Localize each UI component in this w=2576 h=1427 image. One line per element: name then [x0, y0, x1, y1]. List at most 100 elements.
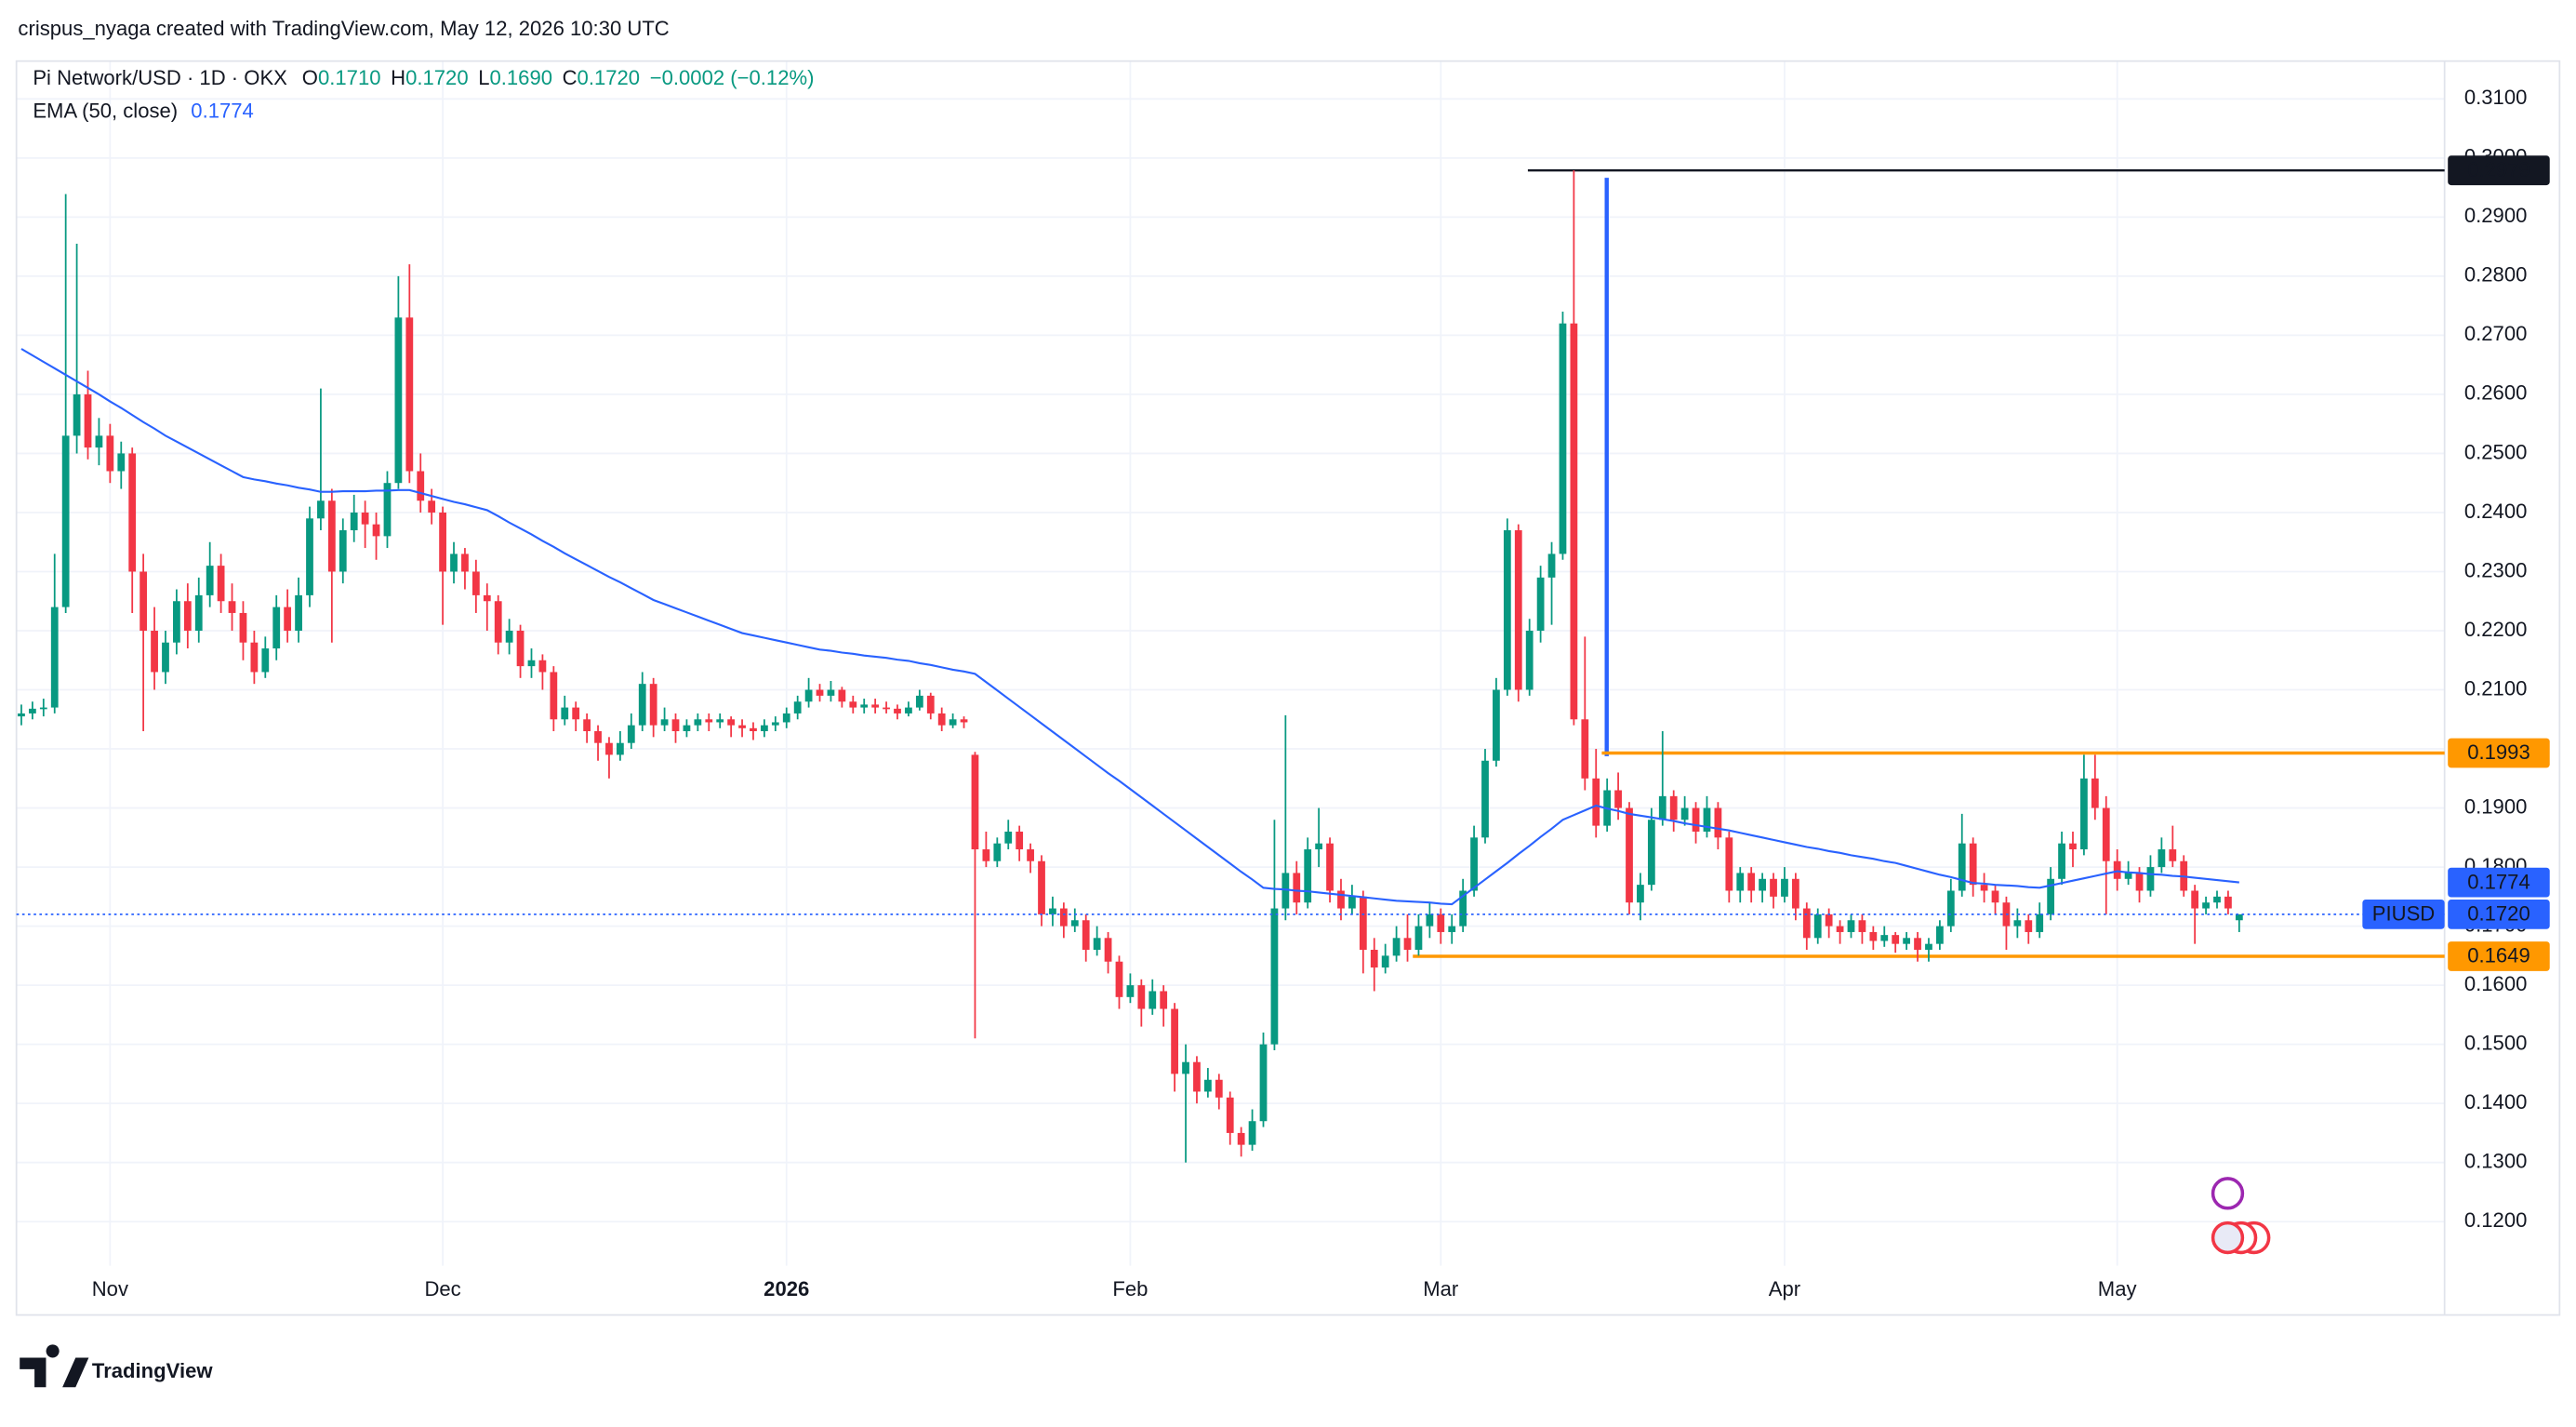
- candle-body: [572, 707, 580, 720]
- candle-body: [1093, 938, 1101, 951]
- candle-body: [439, 512, 446, 572]
- event-icons: [2211, 1177, 2271, 1255]
- candle-body: [771, 722, 779, 726]
- candle-body: [1304, 849, 1312, 903]
- candle-body: [461, 553, 469, 572]
- candle-body: [1027, 849, 1034, 861]
- y-tick-label: 0.2700: [2464, 322, 2528, 345]
- candle-body: [782, 713, 790, 723]
- candle-body: [151, 631, 158, 673]
- candle-body: [971, 754, 979, 850]
- candle-body: [1781, 878, 1788, 897]
- candle-body: [1049, 908, 1056, 914]
- ohlc-key: H: [391, 66, 405, 89]
- x-tick-label: Feb: [1112, 1277, 1148, 1300]
- candle-body: [1414, 926, 1423, 951]
- candle-body: [1980, 885, 1988, 891]
- candle-body: [106, 435, 114, 472]
- symbol-tag: PIUSD: [2372, 902, 2435, 926]
- candle-body: [1470, 837, 1478, 891]
- candle-body: [1836, 926, 1844, 932]
- x-tick-label: Apr: [1769, 1277, 1800, 1300]
- candle-body: [117, 453, 126, 472]
- candle-body: [605, 742, 613, 755]
- candle-body: [982, 849, 990, 861]
- candle-body: [660, 719, 669, 726]
- candle-body: [1903, 938, 1911, 944]
- candle-body: [1880, 935, 1889, 941]
- candle-body: [1680, 807, 1689, 820]
- candle-body: [1281, 873, 1290, 909]
- last-price-label-box: [2448, 900, 2550, 929]
- candle-body: [295, 594, 302, 632]
- candle-body: [2058, 843, 2065, 879]
- candle-body: [1426, 914, 1434, 927]
- candle-body: [1370, 950, 1378, 968]
- candle-body: [1448, 926, 1456, 932]
- candle-body: [1215, 1079, 1223, 1098]
- y-tick-label: 0.1200: [2464, 1208, 2528, 1232]
- candle-body: [1703, 807, 1711, 832]
- candle-body: [272, 607, 281, 649]
- grid: [16, 60, 2446, 1315]
- candle-body: [1958, 843, 1966, 891]
- candle-body: [827, 689, 835, 696]
- candle-body: [2091, 778, 2099, 808]
- candle-body: [993, 843, 1002, 861]
- candle-body: [95, 435, 103, 448]
- candle-body: [306, 518, 313, 595]
- candle-body: [2202, 902, 2210, 909]
- candle-body: [1270, 908, 1279, 1045]
- candle-body: [594, 730, 602, 743]
- candle-body: [1637, 885, 1644, 903]
- candle-body: [1326, 843, 1334, 891]
- candle-body: [1437, 914, 1445, 932]
- candle-body: [1514, 530, 1522, 690]
- candle-body: [738, 725, 746, 728]
- price-line-label-box: [2448, 941, 2550, 971]
- candle-body: [1813, 914, 1822, 939]
- y-tick-label: 0.2500: [2464, 440, 2528, 463]
- candle-body: [1592, 778, 1600, 826]
- candle-body: [716, 719, 724, 723]
- price-line-label: 0.1649: [2467, 944, 2530, 967]
- y-tick-label: 0.2400: [2464, 500, 2528, 523]
- candle-body: [1160, 991, 1168, 1009]
- ema-value: 0.1774: [191, 99, 254, 122]
- candle-body: [1493, 689, 1500, 761]
- candle-body: [926, 695, 935, 714]
- candle-body: [1525, 631, 1534, 690]
- candle-body: [505, 631, 513, 643]
- x-tick-label: Nov: [92, 1277, 128, 1300]
- y-tick-label: 0.1600: [2464, 972, 2528, 995]
- candle-body: [1004, 831, 1013, 844]
- candle-body: [1626, 807, 1633, 903]
- tags: 0.12000.13000.14000.15000.16000.17000.18…: [92, 86, 2550, 1300]
- candle-body: [327, 500, 336, 572]
- candle-body: [638, 684, 646, 726]
- candle-body: [1115, 961, 1123, 997]
- candle-body: [2135, 873, 2144, 891]
- candle-body: [471, 571, 480, 595]
- candle-body: [1791, 878, 1799, 909]
- candle-body: [194, 594, 203, 632]
- x-tick-label: Mar: [1423, 1277, 1458, 1300]
- candle-body: [228, 601, 236, 613]
- candle-body: [1692, 807, 1700, 832]
- candle-body: [1759, 878, 1766, 891]
- candle-body: [84, 393, 92, 448]
- candle-body: [894, 708, 901, 714]
- candle-body: [2224, 896, 2232, 909]
- candle-body: [915, 695, 923, 708]
- candle-body: [1137, 985, 1146, 1009]
- y-tick-label: 0.1900: [2464, 794, 2528, 818]
- candle-body: [239, 612, 247, 643]
- candle-body: [616, 742, 624, 755]
- x-tick-label: Dec: [424, 1277, 460, 1300]
- y-tick-label: 0.2800: [2464, 263, 2528, 287]
- candle-body: [1016, 831, 1024, 850]
- candle-body: [960, 719, 968, 723]
- candle-body: [1991, 890, 1999, 903]
